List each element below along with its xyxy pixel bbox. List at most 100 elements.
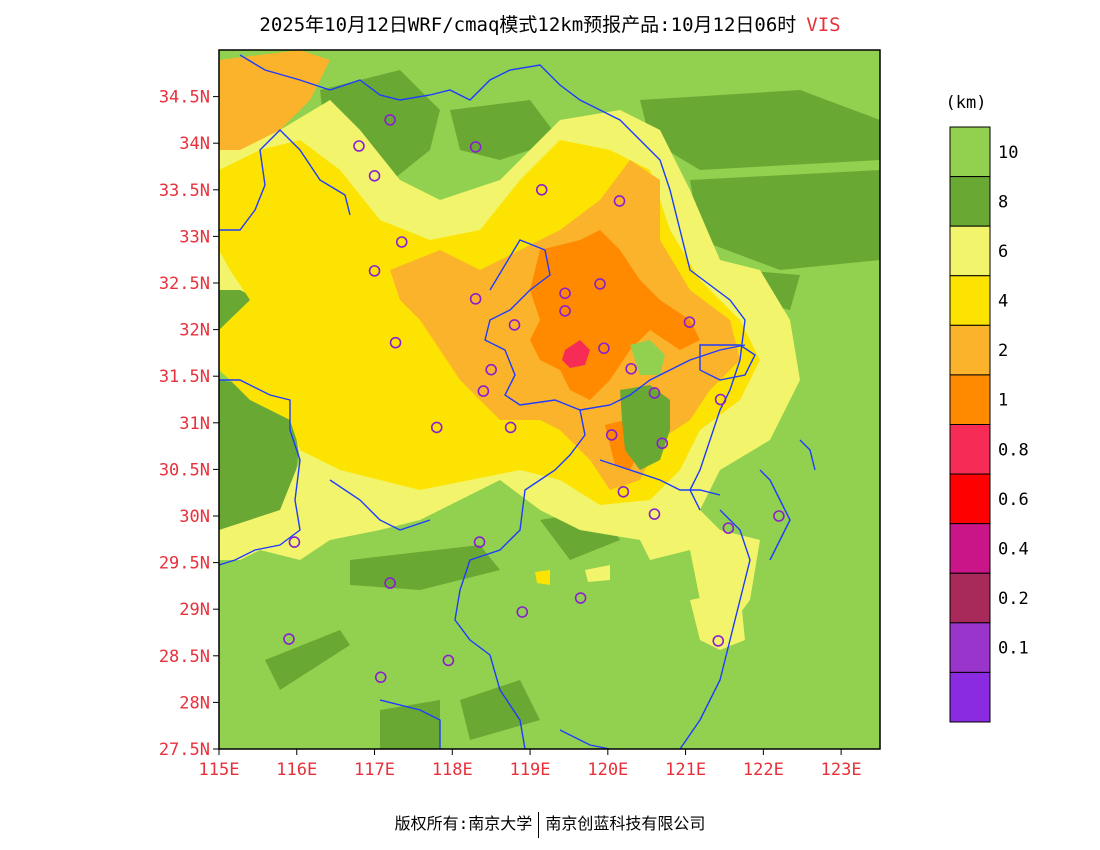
colorbar-swatch	[949, 275, 991, 326]
lat-label: 34.5N	[159, 88, 210, 108]
colorbar-swatch	[949, 622, 991, 673]
plot-frame	[218, 49, 881, 750]
colorbar-swatch	[949, 473, 991, 525]
station-marker	[625, 362, 637, 375]
station-marker	[384, 577, 396, 589]
station-marker	[353, 140, 365, 152]
station-marker	[712, 635, 725, 647]
footer: 版权所有:南京大学 南京创蓝科技有限公司	[0, 810, 1100, 838]
colorbar-label: 1	[998, 391, 1008, 411]
colorbar-label: 0.6	[998, 490, 1029, 510]
colorbar-label: 2	[998, 341, 1008, 361]
longitude-axis: 115E 116E 117E 118E 119E 120E 121E 122E 123E	[199, 749, 862, 780]
variable-label: VIS	[806, 14, 841, 36]
lon-label: 121E	[665, 760, 706, 780]
station-marker	[389, 336, 402, 349]
colorbar-swatch	[949, 424, 991, 475]
lat-label: 29N	[179, 600, 210, 620]
station-marker	[559, 305, 571, 317]
lat-label: 33N	[179, 227, 210, 247]
station-marker	[594, 278, 606, 290]
colorbar-label: 0.2	[998, 589, 1029, 609]
colorbar-swatch	[949, 523, 991, 574]
lon-label: 116E	[276, 760, 317, 780]
colorbar-label: 0.1	[998, 639, 1029, 659]
colorbar-label: 0.4	[998, 539, 1029, 559]
station-marker	[504, 421, 517, 434]
station-marker	[516, 606, 529, 618]
station-marker	[395, 236, 408, 248]
station-marker	[508, 319, 521, 331]
lon-label: 123E	[821, 760, 862, 780]
colorbar-label: 4	[998, 292, 1008, 312]
colorbar-swatch	[949, 374, 991, 425]
station-marker	[648, 508, 661, 520]
colorbar-label: 8	[998, 192, 1008, 212]
colorbar-swatch	[949, 324, 991, 376]
station-marker	[368, 265, 381, 277]
copyright-left: 版权所有:南京大学	[394, 814, 533, 833]
station-marker	[368, 170, 381, 182]
lat-label: 28N	[179, 693, 210, 713]
station-marker	[656, 437, 669, 450]
lon-label: 118E	[432, 760, 473, 780]
lat-label: 34N	[179, 134, 210, 154]
colorbar-unit: (km)	[946, 93, 987, 113]
station-marker	[722, 522, 735, 534]
station-marker	[559, 287, 571, 300]
station-marker	[605, 429, 618, 441]
lat-label: 31N	[179, 414, 210, 434]
station-marker	[574, 592, 587, 604]
station-marker	[617, 485, 630, 498]
lat-label: 27.5N	[159, 740, 210, 760]
station-markers	[283, 114, 785, 684]
station-marker	[477, 385, 490, 397]
station-marker	[714, 393, 727, 406]
latitude-axis: 34.5N 34N 33.5N 33N 32.5N 32N 31.5N 31N 30.5N 30N…	[159, 88, 219, 760]
province-boundaries	[219, 54, 816, 749]
station-marker	[598, 342, 610, 355]
station-marker	[384, 114, 396, 126]
station-marker	[288, 536, 301, 548]
lat-label: 31.5N	[159, 367, 210, 387]
colorbar-swatch	[949, 225, 991, 277]
lon-label: 115E	[199, 760, 240, 780]
station-marker	[648, 387, 661, 399]
colorbar: (km) 10 8 6 4 2 1 0.8 0.6 0.4 0.2 0.1	[946, 93, 1029, 723]
station-marker	[283, 633, 295, 645]
lon-label: 122E	[743, 760, 784, 780]
footer-separator	[538, 811, 540, 838]
colorbar-swatch	[949, 126, 991, 178]
station-marker	[473, 536, 486, 548]
colorbar-swatch	[949, 671, 991, 723]
colorbar-label: 0.8	[998, 440, 1029, 460]
colorbar-swatch	[949, 572, 991, 624]
lat-label: 30.5N	[159, 460, 210, 480]
map-title: 2025年10月12日WRF/cmaq模式12km预报产品:10月12日06时 V…	[0, 10, 1100, 37]
station-marker	[469, 141, 482, 153]
station-marker	[773, 510, 785, 522]
lon-label: 117E	[354, 760, 395, 780]
station-marker	[683, 316, 696, 328]
lat-label: 28.5N	[159, 647, 210, 667]
station-marker	[374, 671, 387, 684]
station-marker	[442, 654, 455, 667]
lat-label: 32.5N	[159, 274, 210, 294]
title-text: 2025年10月12日WRF/cmaq模式12km预报产品:10月12日06时	[259, 14, 797, 36]
station-marker	[469, 293, 482, 305]
lat-label: 29.5N	[159, 554, 210, 574]
lat-label: 30N	[179, 507, 210, 527]
colorbar-swatch	[949, 176, 991, 227]
lat-label: 32N	[179, 321, 210, 341]
station-marker	[430, 421, 443, 434]
colorbar-label: 10	[998, 143, 1018, 163]
lon-label: 119E	[510, 760, 551, 780]
station-marker	[485, 363, 497, 376]
colorbar-label: 6	[998, 242, 1008, 262]
station-marker	[613, 195, 626, 207]
visibility-field	[219, 50, 880, 749]
lat-label: 33.5N	[159, 181, 210, 201]
copyright-right: 南京创蓝科技有限公司	[545, 814, 706, 833]
lon-label: 120E	[587, 760, 628, 780]
